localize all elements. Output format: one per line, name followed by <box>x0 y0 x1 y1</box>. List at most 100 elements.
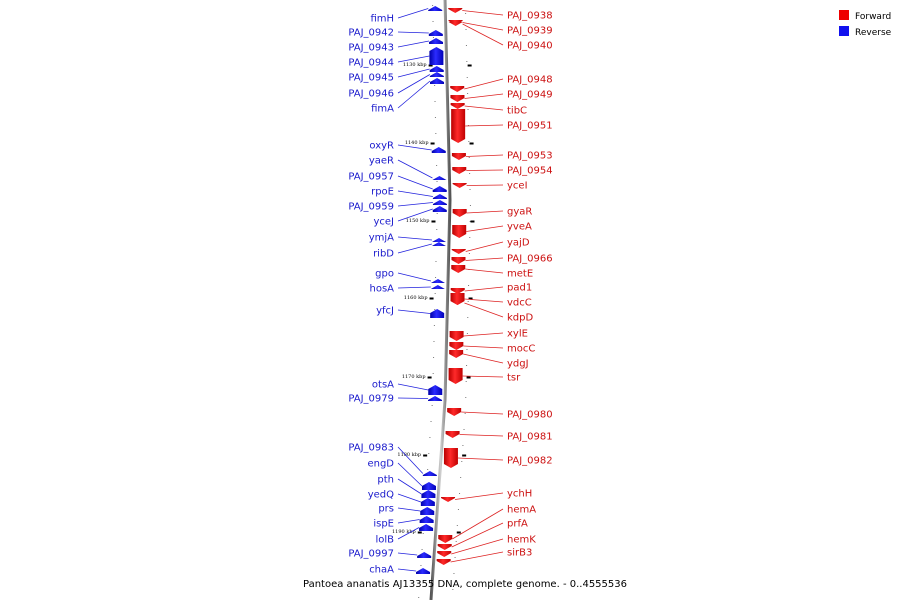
forward-gene-arrow[interactable] <box>449 331 464 341</box>
forward-gene-label[interactable]: mocC <box>507 344 535 355</box>
forward-gene-label[interactable]: PAJ_0981 <box>507 432 553 443</box>
reverse-gene-label[interactable]: ribD <box>373 249 394 260</box>
reverse-gene-label[interactable]: PAJ_0957 <box>348 172 394 183</box>
forward-gene-arrow[interactable] <box>452 209 467 217</box>
forward-gene-arrow[interactable] <box>452 183 467 188</box>
reverse-gene-label[interactable]: prs <box>378 504 394 515</box>
reverse-gene-arrow[interactable] <box>422 471 437 476</box>
reverse-gene-label[interactable]: chaA <box>369 565 394 576</box>
reverse-gene-arrow[interactable] <box>430 309 445 318</box>
reverse-gene-arrow[interactable] <box>430 279 445 283</box>
reverse-gene-label[interactable]: yfcJ <box>376 306 394 317</box>
forward-gene-label[interactable]: prfA <box>507 519 528 530</box>
reverse-gene-label[interactable]: ymjA <box>369 233 394 244</box>
forward-gene-arrow[interactable] <box>452 225 467 238</box>
forward-gene-label[interactable]: gyaR <box>507 207 532 218</box>
reverse-gene-arrow[interactable] <box>430 78 445 84</box>
forward-gene-arrow[interactable] <box>451 265 466 273</box>
reverse-gene-arrow[interactable] <box>428 396 443 401</box>
forward-gene-arrow[interactable] <box>449 350 464 358</box>
reverse-gene-label[interactable]: engD <box>367 459 394 470</box>
reverse-gene-label[interactable]: yceJ <box>373 217 394 228</box>
reverse-gene-label[interactable]: PAJ_0979 <box>348 394 394 405</box>
forward-gene-label[interactable]: hemA <box>507 505 536 516</box>
forward-gene-arrow[interactable] <box>450 288 465 294</box>
forward-gene-arrow[interactable] <box>451 249 466 254</box>
reverse-gene-label[interactable]: pth <box>377 475 394 486</box>
forward-gene-label[interactable]: PAJ_0982 <box>507 456 553 467</box>
forward-gene-label[interactable]: vdcC <box>507 298 532 309</box>
reverse-gene-label[interactable]: fimH <box>370 14 394 25</box>
forward-gene-arrow[interactable] <box>448 368 463 384</box>
reverse-gene-arrow[interactable] <box>421 482 436 490</box>
reverse-gene-label[interactable]: PAJ_0944 <box>348 58 394 69</box>
forward-gene-arrow[interactable] <box>448 8 463 13</box>
forward-gene-label[interactable]: metE <box>507 269 533 280</box>
reverse-gene-arrow[interactable] <box>432 194 447 199</box>
forward-gene-label[interactable]: PAJ_0980 <box>507 410 553 421</box>
forward-gene-label[interactable]: PAJ_0966 <box>507 254 553 265</box>
forward-gene-arrow[interactable] <box>449 342 464 350</box>
reverse-gene-arrow[interactable] <box>432 186 447 192</box>
reverse-gene-label[interactable]: rpoE <box>371 187 394 198</box>
forward-gene-label[interactable]: yajD <box>507 238 530 249</box>
reverse-gene-label[interactable]: oxyR <box>369 141 394 152</box>
reverse-gene-label[interactable]: yedQ <box>368 490 394 501</box>
reverse-gene-arrow[interactable] <box>419 516 434 523</box>
forward-gene-label[interactable]: hemK <box>507 535 536 546</box>
reverse-gene-label[interactable]: PAJ_0959 <box>348 202 394 213</box>
forward-gene-label[interactable]: yveA <box>507 222 532 233</box>
forward-gene-arrow[interactable] <box>443 448 458 468</box>
reverse-gene-label[interactable]: fimA <box>371 104 394 115</box>
reverse-gene-arrow[interactable] <box>428 385 443 395</box>
reverse-gene-label[interactable]: otsA <box>372 380 394 391</box>
forward-gene-arrow[interactable] <box>451 109 466 143</box>
forward-gene-label[interactable]: sirB3 <box>507 548 532 559</box>
reverse-gene-arrow[interactable] <box>429 66 444 72</box>
reverse-gene-arrow[interactable] <box>430 285 445 289</box>
forward-gene-label[interactable]: tsr <box>507 373 521 384</box>
reverse-gene-label[interactable]: PAJ_0942 <box>348 28 394 39</box>
reverse-gene-label[interactable]: lolB <box>375 535 394 546</box>
reverse-gene-arrow[interactable] <box>431 147 446 153</box>
forward-gene-label[interactable]: PAJ_0948 <box>507 75 553 86</box>
forward-gene-label[interactable]: PAJ_0940 <box>507 41 553 52</box>
forward-gene-label[interactable]: ychH <box>507 489 532 500</box>
forward-gene-label[interactable]: PAJ_0954 <box>507 166 553 177</box>
forward-gene-label[interactable]: ydgJ <box>507 359 529 370</box>
forward-gene-arrow[interactable] <box>437 551 452 557</box>
forward-gene-arrow[interactable] <box>450 86 465 92</box>
reverse-gene-arrow[interactable] <box>420 507 435 515</box>
forward-gene-label[interactable]: PAJ_0938 <box>507 11 553 22</box>
forward-gene-arrow[interactable] <box>451 257 466 264</box>
reverse-gene-arrow[interactable] <box>417 552 432 558</box>
reverse-gene-arrow[interactable] <box>432 176 447 180</box>
reverse-gene-arrow[interactable] <box>421 490 436 498</box>
forward-gene-label[interactable]: xylE <box>507 329 528 340</box>
reverse-gene-arrow[interactable] <box>431 242 446 246</box>
reverse-gene-arrow[interactable] <box>432 200 447 205</box>
forward-gene-arrow[interactable] <box>450 95 465 102</box>
reverse-gene-label[interactable]: hosA <box>369 284 394 295</box>
reverse-gene-label[interactable]: PAJ_0983 <box>348 443 394 454</box>
forward-gene-label[interactable]: PAJ_0939 <box>507 26 553 37</box>
reverse-gene-label[interactable]: PAJ_0945 <box>348 73 394 84</box>
reverse-gene-label[interactable]: yaeR <box>369 156 394 167</box>
forward-gene-arrow[interactable] <box>448 22 463 26</box>
forward-gene-arrow[interactable] <box>450 103 465 109</box>
forward-gene-arrow[interactable] <box>445 431 460 438</box>
forward-gene-arrow[interactable] <box>438 535 453 543</box>
reverse-gene-arrow[interactable] <box>432 238 446 242</box>
forward-gene-arrow[interactable] <box>451 153 466 160</box>
reverse-gene-label[interactable]: PAJ_0946 <box>348 89 394 100</box>
reverse-gene-arrow[interactable] <box>429 72 444 77</box>
reverse-gene-label[interactable]: PAJ_0943 <box>348 43 394 54</box>
reverse-gene-label[interactable]: PAJ_0997 <box>348 549 394 560</box>
forward-gene-label[interactable]: PAJ_0953 <box>507 151 553 162</box>
forward-gene-label[interactable]: tibC <box>507 106 527 117</box>
forward-gene-arrow[interactable] <box>450 301 465 305</box>
reverse-gene-arrow[interactable] <box>420 498 435 506</box>
forward-gene-label[interactable]: pad1 <box>507 283 532 294</box>
reverse-gene-arrow[interactable] <box>429 47 444 65</box>
forward-gene-label[interactable]: kdpD <box>507 313 533 324</box>
